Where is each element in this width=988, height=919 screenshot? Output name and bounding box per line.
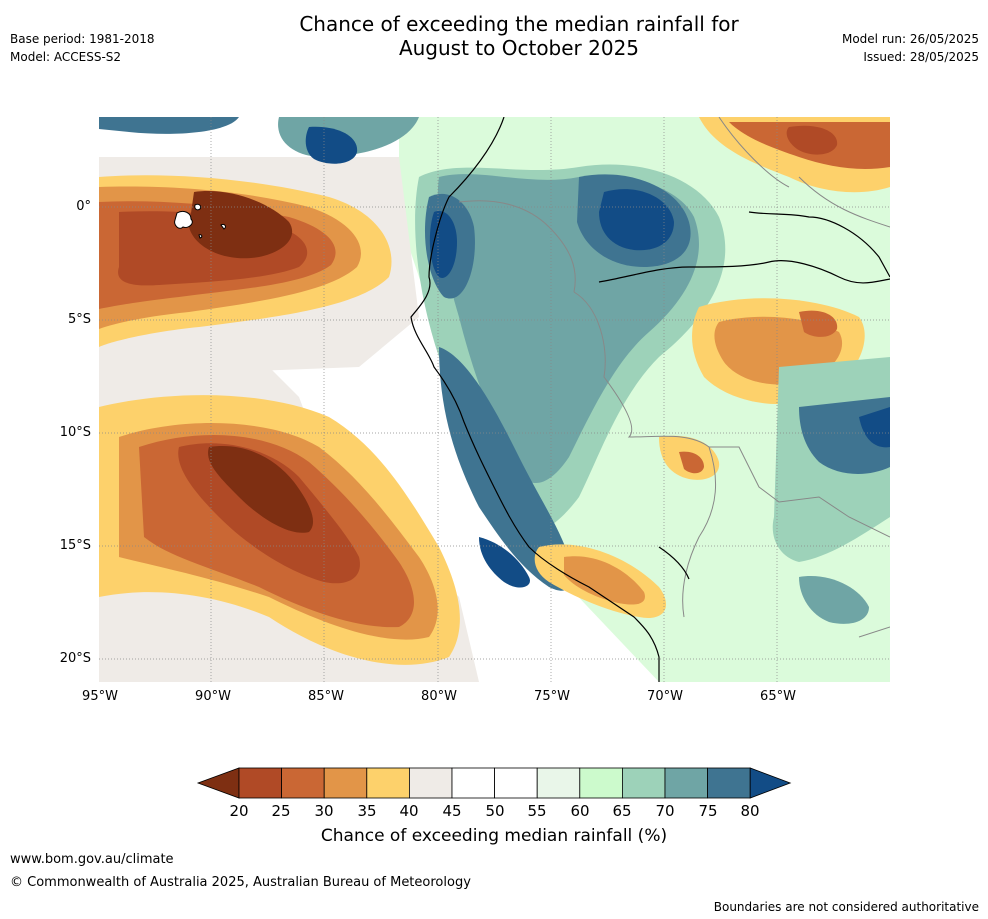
title-line-1: Chance of exceeding the median rainfall … bbox=[299, 12, 739, 36]
lat-label-15s: 15°S bbox=[59, 538, 91, 553]
model-run-label: Model run: 26/05/2025 bbox=[841, 32, 979, 46]
colorbar-tick-70: 70 bbox=[655, 802, 675, 820]
copyright-text: © Commonwealth of Australia 2025, Austra… bbox=[10, 875, 471, 890]
lat-label-20s: 20°S bbox=[59, 651, 91, 666]
lon-label-65w: 65°W bbox=[760, 689, 796, 704]
colorbar-arrow-high bbox=[749, 767, 792, 799]
coastline bbox=[410, 117, 890, 682]
lon-label-70w: 70°W bbox=[647, 689, 683, 704]
lat-label-10s: 10°S bbox=[59, 425, 91, 440]
lon-label-85w: 85°W bbox=[308, 689, 344, 704]
colorbar-tick-60: 60 bbox=[570, 802, 590, 820]
colorbar-tick-30: 30 bbox=[314, 802, 334, 820]
colorbar-tick-50: 50 bbox=[485, 802, 505, 820]
lon-label-75w: 75°W bbox=[534, 689, 570, 704]
colorbar-tick-40: 40 bbox=[399, 802, 419, 820]
title-line-2: August to October 2025 bbox=[398, 36, 640, 60]
colorbar-tick-35: 35 bbox=[357, 802, 377, 820]
colorbar-cell bbox=[281, 767, 325, 799]
website-link[interactable]: www.bom.gov.au/climate bbox=[10, 852, 174, 867]
colorbar-cell bbox=[238, 767, 282, 799]
lon-label-95w: 95°W bbox=[82, 689, 118, 704]
lon-label-90w: 90°W bbox=[195, 689, 231, 704]
colorbar-label: Chance of exceeding median rainfall (%) bbox=[320, 826, 668, 846]
colorbar-cell bbox=[451, 767, 495, 799]
colorbar-tick-45: 45 bbox=[442, 802, 462, 820]
colorbar-cell bbox=[536, 767, 581, 799]
colorbar-arrow-low bbox=[196, 767, 240, 799]
colorbar-tick-75: 75 bbox=[698, 802, 718, 820]
colorbar-tick-65: 65 bbox=[612, 802, 632, 820]
colorbar-cell bbox=[664, 767, 708, 799]
graticule bbox=[99, 117, 890, 682]
colorbar-cell bbox=[707, 767, 751, 799]
colorbar-tick-25: 25 bbox=[271, 802, 291, 820]
rainfall-probability-map bbox=[99, 117, 890, 682]
issued-label: Issued: 28/05/2025 bbox=[863, 50, 979, 64]
boundaries-disclaimer: Boundaries are not considered authoritat… bbox=[713, 900, 979, 914]
lon-label-80w: 80°W bbox=[421, 689, 457, 704]
country-borders bbox=[458, 117, 890, 638]
colorbar bbox=[196, 767, 792, 799]
colorbar-cell bbox=[366, 767, 410, 799]
colorbar-cell bbox=[494, 767, 538, 799]
map-title: Chance of exceeding the median rainfall … bbox=[244, 12, 794, 60]
colorbar-cell bbox=[579, 767, 623, 799]
colorbar-cell bbox=[323, 767, 368, 799]
colorbar-cell bbox=[621, 767, 666, 799]
colorbar-cell bbox=[408, 767, 453, 799]
colorbar-tick-55: 55 bbox=[527, 802, 547, 820]
galapagos-islands bbox=[174, 203, 226, 239]
colorbar-tick-20: 20 bbox=[229, 802, 249, 820]
lat-label-5s: 5°S bbox=[67, 312, 91, 327]
lat-label-0: 0° bbox=[76, 199, 91, 214]
model-label: Model: ACCESS-S2 bbox=[10, 50, 122, 64]
base-period-label: Base period: 1981-2018 bbox=[10, 32, 155, 46]
colorbar-tick-80: 80 bbox=[740, 802, 760, 820]
